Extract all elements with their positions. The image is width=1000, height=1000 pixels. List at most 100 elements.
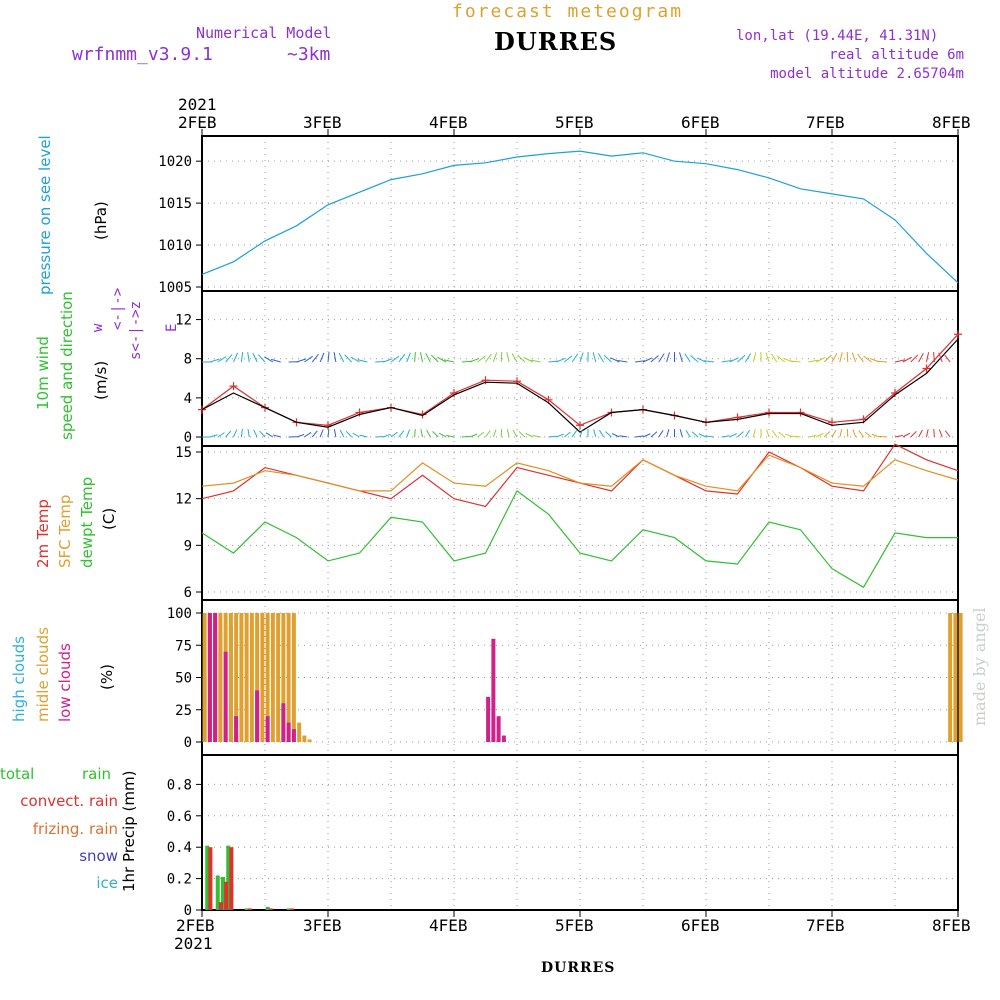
wind-arrow — [304, 432, 312, 438]
wind-point — [324, 421, 332, 430]
wind-arrow — [233, 352, 239, 363]
y-tick-label: 0 — [184, 735, 192, 751]
series-line-2m-temp — [201, 443, 959, 508]
wind-arrow — [338, 352, 345, 363]
bar-low-clouds — [291, 729, 296, 742]
wind-arrow — [485, 353, 492, 363]
wind-arrow — [333, 429, 337, 438]
wind-arrow — [611, 433, 620, 438]
y-tick-label: 9 — [184, 538, 192, 554]
wind-arrow — [926, 429, 929, 438]
wind-arrow — [610, 357, 620, 363]
wind-arrow — [943, 353, 951, 363]
bar-midle-clouds — [307, 739, 312, 742]
legend-snow: snow — [79, 847, 118, 865]
wind-arrow — [770, 353, 778, 363]
wind-arrow — [264, 356, 274, 363]
wind-point — [765, 408, 773, 417]
bar-midle-clouds — [239, 613, 244, 742]
x-label-top-6: 8FEB — [932, 113, 971, 132]
wind-arrow — [894, 434, 903, 438]
wind-arrow — [808, 435, 817, 438]
bar-midle-clouds — [958, 613, 963, 742]
wind-arrow — [319, 352, 325, 363]
wind-arrow — [933, 351, 935, 363]
wind-arrow — [548, 435, 557, 438]
wind-arrow — [532, 435, 541, 438]
wind-arrow — [617, 359, 628, 363]
wind-arrow — [469, 433, 478, 438]
wind-arrow — [571, 353, 579, 363]
x-label-top-2: 4FEB — [429, 113, 468, 132]
wind-arrow — [831, 353, 838, 363]
wind-arrow — [327, 428, 330, 438]
year-label-bottom: 2021 — [174, 934, 213, 953]
bar-convect.-rain — [208, 847, 213, 910]
wind-point — [796, 408, 805, 417]
bar-low-clouds — [281, 703, 286, 742]
wind-point — [922, 364, 931, 373]
wind-arrow — [679, 429, 683, 438]
wind-arrow — [721, 359, 732, 363]
wind-arrow — [857, 353, 864, 363]
y-tick-label: 0.6 — [167, 809, 192, 825]
y-tick-label: 8 — [184, 352, 192, 368]
x-label-top-3: 5FEB — [555, 113, 594, 132]
bar-midle-clouds — [953, 613, 958, 742]
wind-arrow — [863, 355, 872, 363]
footer-station: DURRES — [541, 960, 616, 976]
wind-arrow — [642, 357, 653, 363]
model-version: wrfnmm_v3.9.1 — [72, 44, 213, 65]
wind-arrow — [852, 429, 857, 438]
y-tick-label: 1020 — [158, 154, 192, 170]
panel-frame — [201, 754, 959, 911]
y-tick-label: 1005 — [158, 280, 192, 296]
wind-arrow — [511, 353, 518, 363]
series-line-dewpt-temp — [201, 489, 958, 589]
lonlat-info: lon,lat (19.44E, 41.31N) — [736, 28, 939, 44]
wind-arrow — [658, 353, 665, 363]
wind-arrow — [414, 351, 416, 363]
wind-arrow — [209, 358, 220, 363]
wind-arrow — [530, 359, 541, 363]
wind-arrow — [910, 430, 917, 438]
y-tick-label: 12 — [175, 313, 192, 329]
bar-midle-clouds — [948, 613, 953, 742]
wind-arrow — [705, 435, 714, 438]
wind-arrow — [477, 431, 485, 438]
wind-arrow — [593, 429, 597, 438]
wind-arrow — [311, 353, 319, 363]
bar-midle-clouds — [302, 735, 307, 742]
bar-midle-clouds — [218, 613, 223, 742]
x-label-bottom-3: 5FEB — [555, 916, 594, 935]
wind-arrow — [461, 435, 470, 438]
wind-arrow — [556, 433, 564, 438]
wind-arrow — [437, 356, 447, 363]
wind-arrow — [257, 354, 266, 363]
wind-arrow — [592, 352, 597, 363]
wind-arrow — [877, 360, 888, 363]
bar-midle-clouds — [202, 613, 207, 742]
wind-arrow — [938, 352, 943, 363]
wind-arrow — [605, 431, 612, 438]
bar-convect.-rain — [229, 847, 234, 910]
wind-arrow — [345, 430, 352, 438]
wind-arrow — [270, 358, 281, 363]
wind-arrow — [696, 357, 707, 363]
wind-point — [576, 421, 584, 430]
wind-arrow — [721, 435, 730, 438]
wind-arrow — [771, 430, 778, 438]
bar-low-clouds — [496, 716, 501, 742]
wind-arrow — [233, 429, 238, 438]
wind-arrow — [642, 433, 651, 438]
wind-arrow — [518, 431, 526, 438]
wind-point — [481, 376, 490, 385]
bar-total-rain — [221, 877, 225, 910]
station-title: DURRES — [494, 27, 618, 56]
wind-arrow — [296, 434, 305, 438]
wind-arrow — [430, 354, 439, 363]
wind-arrow — [938, 429, 943, 438]
wind-arrow — [548, 360, 559, 363]
wind-arrow — [910, 354, 919, 363]
wind-arrow — [839, 429, 843, 438]
